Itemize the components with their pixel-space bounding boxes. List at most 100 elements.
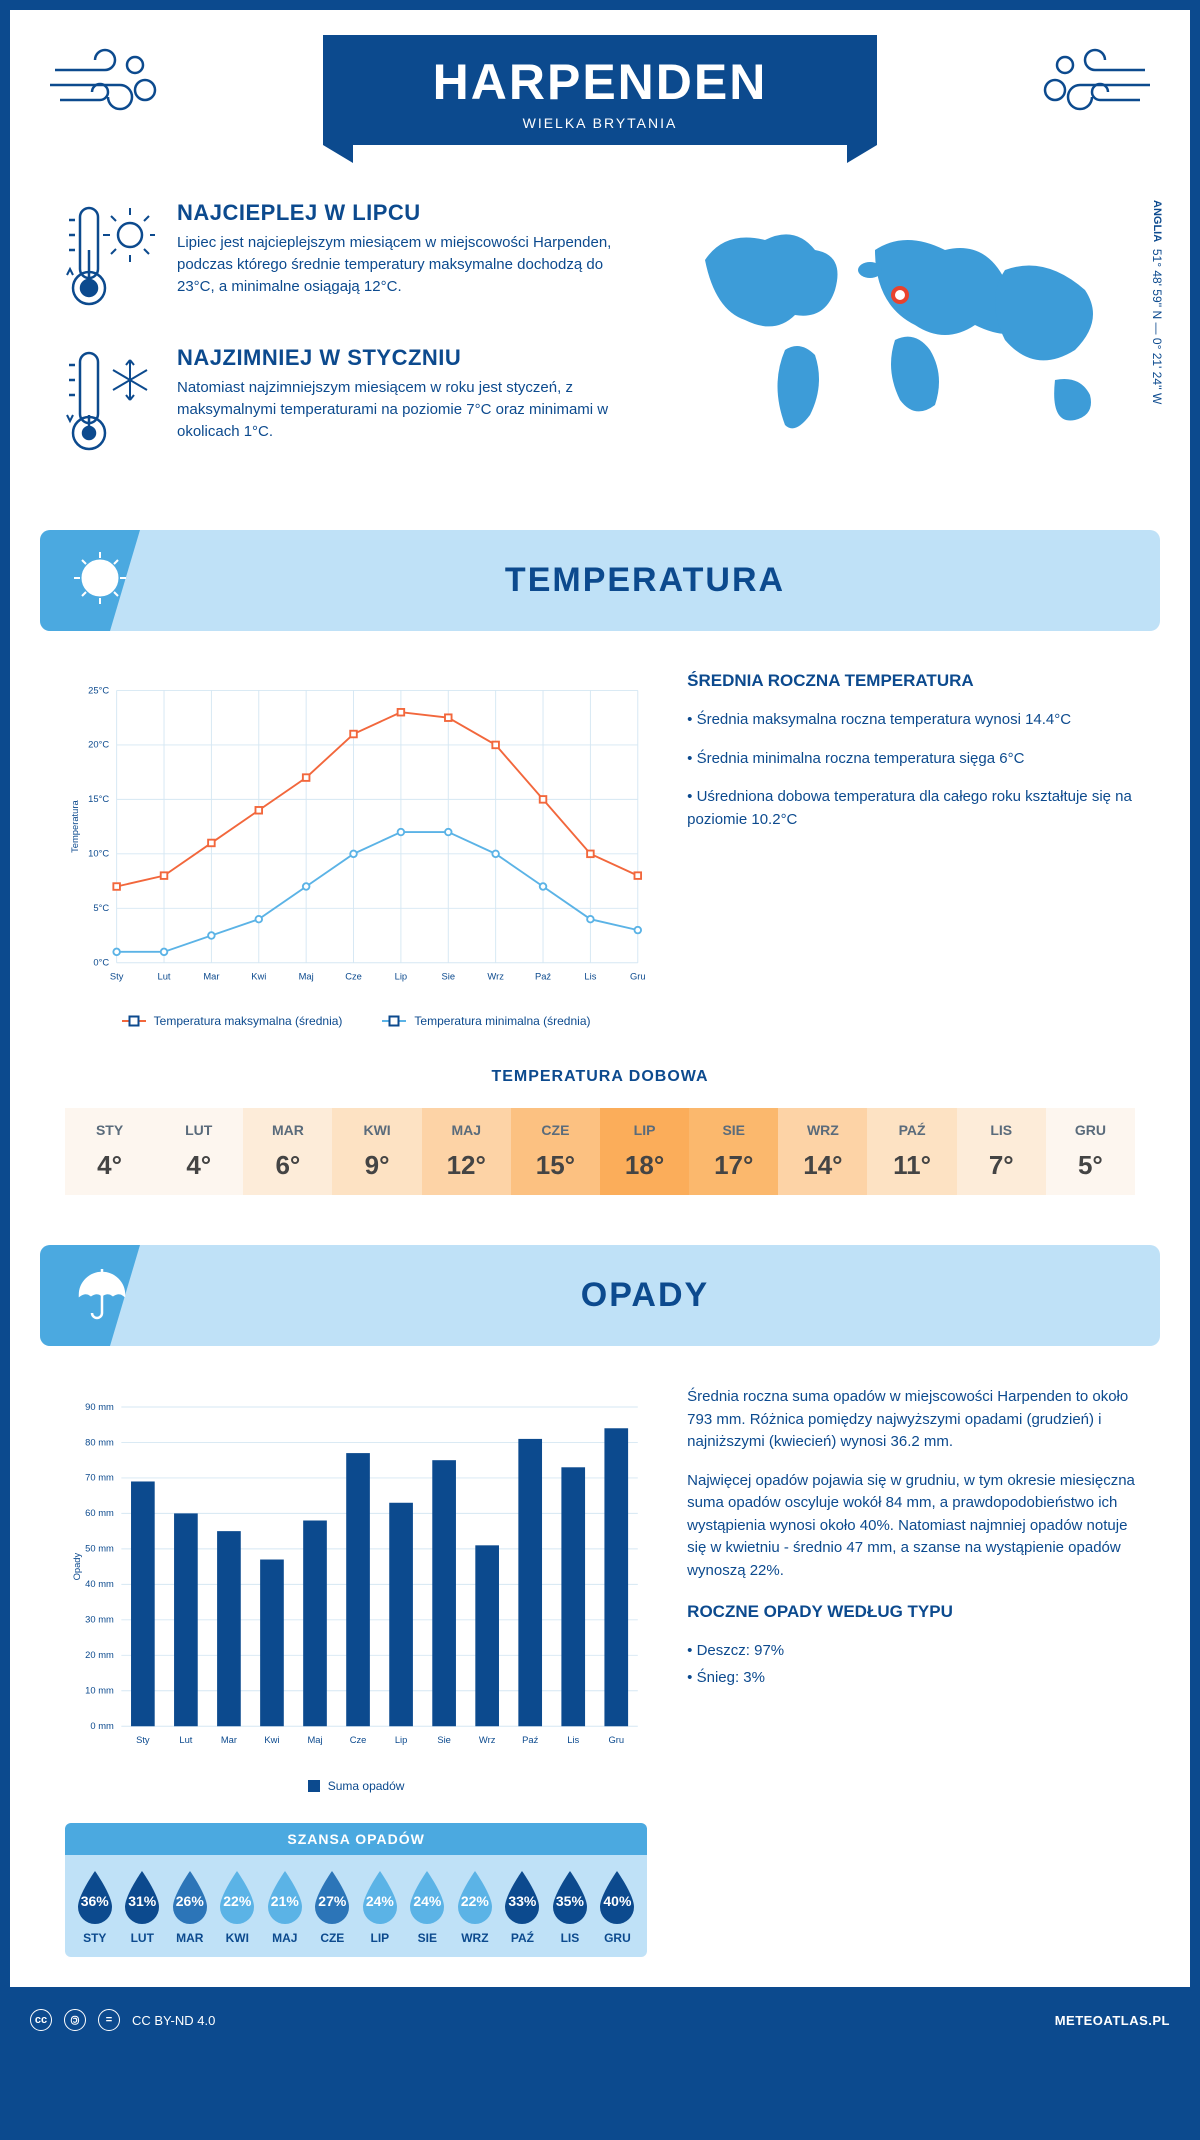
section-title: OPADY — [160, 1276, 1130, 1315]
drop-cell: 31% LUT — [119, 1869, 167, 1945]
header: HARPENDEN WIELKA BRYTANIA — [10, 10, 1190, 190]
daily-temp-table: STY4°LUT4°MAR6°KWI9°MAJ12°CZE15°LIP18°SI… — [65, 1108, 1135, 1195]
side-heading: ROCZNE OPADY WEDŁUG TYPU — [687, 1602, 1135, 1622]
thermometer-sun-icon — [65, 200, 155, 315]
svg-text:40 mm: 40 mm — [85, 1579, 114, 1589]
svg-text:Paź: Paź — [535, 972, 551, 982]
svg-text:Mar: Mar — [203, 972, 219, 982]
svg-text:Gru: Gru — [608, 1735, 624, 1745]
title-banner: HARPENDEN WIELKA BRYTANIA — [323, 35, 878, 145]
svg-text:Gru: Gru — [630, 972, 646, 982]
cc-icon: cc — [30, 2009, 52, 2031]
svg-text:Cze: Cze — [350, 1735, 367, 1745]
page-subtitle: WIELKA BRYTANIA — [433, 115, 768, 131]
svg-text:90 mm: 90 mm — [85, 1402, 114, 1412]
temp-cell: WRZ14° — [778, 1108, 867, 1195]
drop-cell: 35% LIS — [546, 1869, 594, 1945]
svg-text:20 mm: 20 mm — [85, 1650, 114, 1660]
bullet-text: • Deszcz: 97% — [687, 1640, 1135, 1663]
fact-title: NAJCIEPLEJ W LIPCU — [177, 200, 635, 226]
by-icon: 🄯 — [64, 2009, 86, 2031]
wind-icon — [1035, 40, 1155, 125]
footer: cc 🄯 = CC BY-ND 4.0 METEOATLAS.PL — [0, 1997, 1200, 2043]
precipitation-bar-chart: 0 mm 10 mm 20 mm 30 mm 40 mm 50 mm 60 mm 70 mm 8… — [65, 1386, 647, 1766]
drop-cell: 36% STY — [71, 1869, 119, 1945]
bullet-text: • Średnia minimalna roczna temperatura s… — [687, 748, 1135, 771]
svg-text:15°C: 15°C — [88, 794, 109, 804]
temp-cell: KWI9° — [332, 1108, 421, 1195]
drop-cell: 24% SIE — [404, 1869, 452, 1945]
svg-text:Lut: Lut — [179, 1735, 192, 1745]
side-heading: ŚREDNIA ROCZNA TEMPERATURA — [687, 671, 1135, 691]
svg-text:0°C: 0°C — [93, 958, 109, 968]
chance-heading: SZANSA OPADÓW — [65, 1823, 647, 1855]
page-title: HARPENDEN — [433, 53, 768, 111]
svg-text:Sty: Sty — [110, 972, 124, 982]
coordinates: ANGLIA 51° 48' 59'' N — 0° 21' 24'' W — [1148, 200, 1165, 404]
drop-cell: 22% KWI — [214, 1869, 262, 1945]
fact-text: Lipiec jest najcieplejszym miesiącem w m… — [177, 232, 635, 297]
drop-cell: 27% CZE — [309, 1869, 357, 1945]
svg-text:Temperatura: Temperatura — [70, 800, 80, 853]
svg-text:Paź: Paź — [522, 1735, 538, 1745]
drop-cell: 21% MAJ — [261, 1869, 309, 1945]
temp-cell: SIE17° — [689, 1108, 778, 1195]
license-text: CC BY-ND 4.0 — [132, 2013, 215, 2028]
svg-text:0 mm: 0 mm — [90, 1721, 114, 1731]
umbrella-icon — [70, 1263, 130, 1328]
bullet-text: • Śnieg: 3% — [687, 1667, 1135, 1690]
svg-text:Wrz: Wrz — [479, 1735, 496, 1745]
daily-heading: TEMPERATURA DOBOWA — [65, 1068, 1135, 1086]
world-map — [675, 200, 1135, 460]
temp-cell: LUT4° — [154, 1108, 243, 1195]
svg-text:Lip: Lip — [395, 972, 408, 982]
svg-text:Cze: Cze — [345, 972, 362, 982]
site-name: METEOATLAS.PL — [1055, 2013, 1170, 2028]
section-header-precipitation: OPADY — [40, 1245, 1160, 1346]
bullet-text: • Uśredniona dobowa temperatura dla całe… — [687, 786, 1135, 831]
thermometer-snow-icon — [65, 345, 155, 460]
temp-cell: STY4° — [65, 1108, 154, 1195]
wind-icon — [45, 40, 165, 125]
paragraph: Średnia roczna suma opadów w miejscowośc… — [687, 1386, 1135, 1454]
nd-icon: = — [98, 2009, 120, 2031]
svg-text:Wrz: Wrz — [487, 972, 504, 982]
temp-cell: LIS7° — [957, 1108, 1046, 1195]
svg-text:Kwi: Kwi — [264, 1735, 279, 1745]
precipitation-chance-grid: 36% STY 31% LUT 26% MAR 22% KWI 21% MAJ — [65, 1855, 647, 1957]
section-header-temperature: TEMPERATURA — [40, 530, 1160, 631]
svg-text:Sie: Sie — [437, 1735, 451, 1745]
fact-coldest: NAJZIMNIEJ W STYCZNIU Natomiast najzimni… — [65, 345, 635, 460]
drop-cell: 26% MAR — [166, 1869, 214, 1945]
svg-text:25°C: 25°C — [88, 685, 109, 695]
svg-text:Lut: Lut — [157, 972, 170, 982]
svg-text:Lip: Lip — [395, 1735, 408, 1745]
fact-text: Natomiast najzimniejszym miesiącem w rok… — [177, 377, 635, 442]
drop-cell: 40% GRU — [594, 1869, 642, 1945]
temp-cell: MAJ12° — [422, 1108, 511, 1195]
paragraph: Najwięcej opadów pojawia się w grudniu, … — [687, 1470, 1135, 1583]
svg-text:5°C: 5°C — [93, 903, 109, 913]
temp-cell: GRU5° — [1046, 1108, 1135, 1195]
temperature-line-chart: 0°C5°C10°C15°C20°C25°CStyLutMarKwiMajCze… — [65, 671, 647, 1001]
svg-text:60 mm: 60 mm — [85, 1508, 114, 1518]
drop-cell: 24% LIP — [356, 1869, 404, 1945]
svg-text:80 mm: 80 mm — [85, 1437, 114, 1447]
svg-text:Maj: Maj — [307, 1735, 322, 1745]
svg-text:Sty: Sty — [136, 1735, 150, 1745]
svg-text:Opady: Opady — [72, 1552, 82, 1580]
svg-text:70 mm: 70 mm — [85, 1473, 114, 1483]
svg-text:Maj: Maj — [299, 972, 314, 982]
drop-cell: 33% PAŹ — [499, 1869, 547, 1945]
svg-text:10 mm: 10 mm — [85, 1686, 114, 1696]
drop-cell: 22% WRZ — [451, 1869, 499, 1945]
svg-text:50 mm: 50 mm — [85, 1544, 114, 1554]
map-marker-icon — [891, 286, 909, 304]
svg-text:Sie: Sie — [441, 972, 455, 982]
svg-text:20°C: 20°C — [88, 740, 109, 750]
svg-text:30 mm: 30 mm — [85, 1615, 114, 1625]
svg-text:Mar: Mar — [221, 1735, 237, 1745]
temp-cell: CZE15° — [511, 1108, 600, 1195]
chart-legend: Suma opadów — [65, 1779, 647, 1793]
section-title: TEMPERATURA — [160, 561, 1130, 600]
